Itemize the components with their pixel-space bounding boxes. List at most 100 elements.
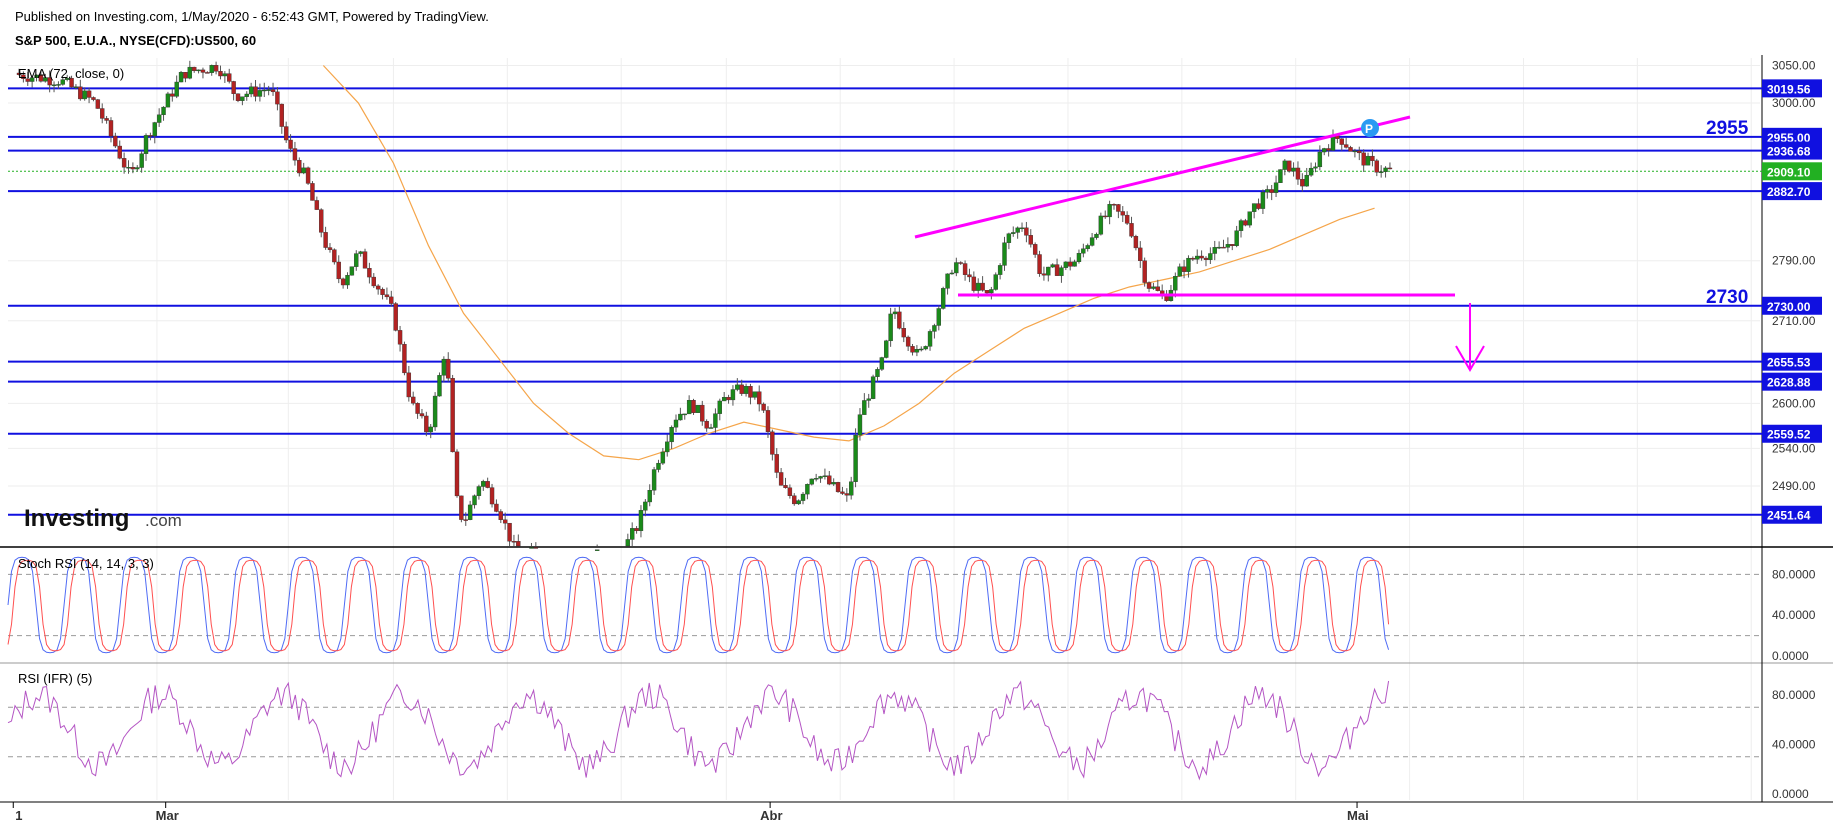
candle-body-139 <box>717 400 722 414</box>
candle-body-239 <box>1155 286 1161 291</box>
candle-body-66 <box>305 167 311 184</box>
candle-body-36 <box>174 81 179 97</box>
candle-body-178 <box>888 313 893 342</box>
candle-body-69 <box>319 209 324 233</box>
candle-body-161 <box>813 478 819 480</box>
x-tick-0: 1 <box>15 808 22 823</box>
candle-body-90 <box>411 396 416 404</box>
candle-body-54 <box>253 86 258 97</box>
candle-body-135 <box>700 404 705 422</box>
candle-body-47 <box>222 73 228 77</box>
candle-body-174 <box>870 376 876 399</box>
level-label-4: 2730.00 <box>1767 300 1811 314</box>
level-label-bg-6 <box>1762 372 1822 391</box>
candle-body-181 <box>901 328 906 338</box>
candle-body-233 <box>1129 223 1134 237</box>
candle-body-196 <box>967 274 972 278</box>
level-label-0: 3019.56 <box>1767 82 1811 96</box>
candle-body-60 <box>279 103 284 127</box>
candle-body-76 <box>349 266 355 276</box>
candle-body-149 <box>761 403 766 411</box>
candle-body-175 <box>875 369 880 377</box>
candle-body-128 <box>669 427 674 443</box>
candle-body-286 <box>1361 152 1366 166</box>
candle-body-73 <box>336 261 341 280</box>
candle-body-254 <box>1221 246 1226 249</box>
candle-body-262 <box>1256 203 1261 209</box>
candle-body-159 <box>805 484 810 495</box>
candle-body-183 <box>910 346 915 353</box>
candle-body-45 <box>213 65 219 72</box>
rsi-tick-1: 40.0000 <box>1772 737 1816 751</box>
candle-body-123 <box>647 490 652 503</box>
candle-body-155 <box>787 487 793 496</box>
candle-body-111 <box>502 519 508 524</box>
candle-body-208 <box>1019 227 1025 230</box>
candle-body-8 <box>51 84 57 86</box>
rising-wedge-top <box>914 115 1411 239</box>
candle-body-70 <box>323 232 328 248</box>
candle-body-38 <box>183 72 188 79</box>
candle-body-250 <box>1203 257 1209 260</box>
candle-body-202 <box>993 274 998 290</box>
candle-body-157 <box>796 500 801 505</box>
candle-body-290 <box>1378 171 1384 173</box>
candle-body-176 <box>879 357 885 370</box>
level-label-1: 2955.00 <box>1767 131 1811 145</box>
stoch-series-0 <box>7 556 1390 654</box>
candle-body-56 <box>262 89 267 92</box>
candle-body-221 <box>1076 253 1082 262</box>
candle-body-255 <box>1225 244 1231 248</box>
level-label-bg-8 <box>1762 505 1822 524</box>
candle-body-53 <box>248 86 254 95</box>
candle-body-235 <box>1138 247 1143 261</box>
x-tick-2: Abr <box>760 808 782 823</box>
x-tick-1: Mar <box>156 808 179 823</box>
candle-body-272 <box>1300 179 1305 187</box>
stoch-tick-1: 40.0000 <box>1772 608 1816 622</box>
candle-body-91 <box>415 403 420 414</box>
logo-brand: Investing <box>24 505 129 532</box>
annotation-0: 2955 <box>1706 118 1749 139</box>
candle-body-214 <box>1046 266 1051 276</box>
level-label-bg-3 <box>1762 182 1822 201</box>
candle-body-89 <box>406 372 412 398</box>
price-tick-4: 2600.00 <box>1772 396 1816 410</box>
candle-body-160 <box>809 478 814 485</box>
candle-body-10 <box>60 79 65 85</box>
candle-body-29 <box>143 135 149 154</box>
candle-body-75 <box>345 275 350 286</box>
candle-body-108 <box>489 487 495 505</box>
candle-body-185 <box>919 348 924 351</box>
candle-body-115 <box>529 547 534 549</box>
candle-body-99 <box>450 378 455 453</box>
candle-body-48 <box>227 73 232 82</box>
candle-body-285 <box>1357 150 1362 154</box>
stoch-tick-0: 80.0000 <box>1772 567 1816 581</box>
level-label-bg-2 <box>1762 141 1822 160</box>
candle-body-102 <box>463 519 468 521</box>
candle-body-247 <box>1190 257 1196 260</box>
candle-body-193 <box>954 262 959 274</box>
candle-body-101 <box>459 495 464 520</box>
candle-body-57 <box>266 89 271 91</box>
candle-body-261 <box>1251 203 1257 212</box>
candle-body-2 <box>25 78 30 82</box>
candle-body-166 <box>835 482 841 493</box>
candle-body-65 <box>301 167 306 174</box>
candle-body-205 <box>1006 233 1012 243</box>
candle-body-143 <box>735 384 740 390</box>
candle-body-184 <box>914 349 920 353</box>
candle-body-229 <box>1111 204 1117 206</box>
candle-body-133 <box>691 400 696 413</box>
candle-body-103 <box>467 504 473 520</box>
candle-body-246 <box>1186 257 1191 272</box>
candle-body-212 <box>1037 254 1042 274</box>
candle-body-151 <box>770 431 775 455</box>
candle-body-23 <box>117 145 122 159</box>
candle-body-251 <box>1208 253 1213 260</box>
candle-body-164 <box>827 475 832 485</box>
candle-body-4 <box>34 74 39 78</box>
